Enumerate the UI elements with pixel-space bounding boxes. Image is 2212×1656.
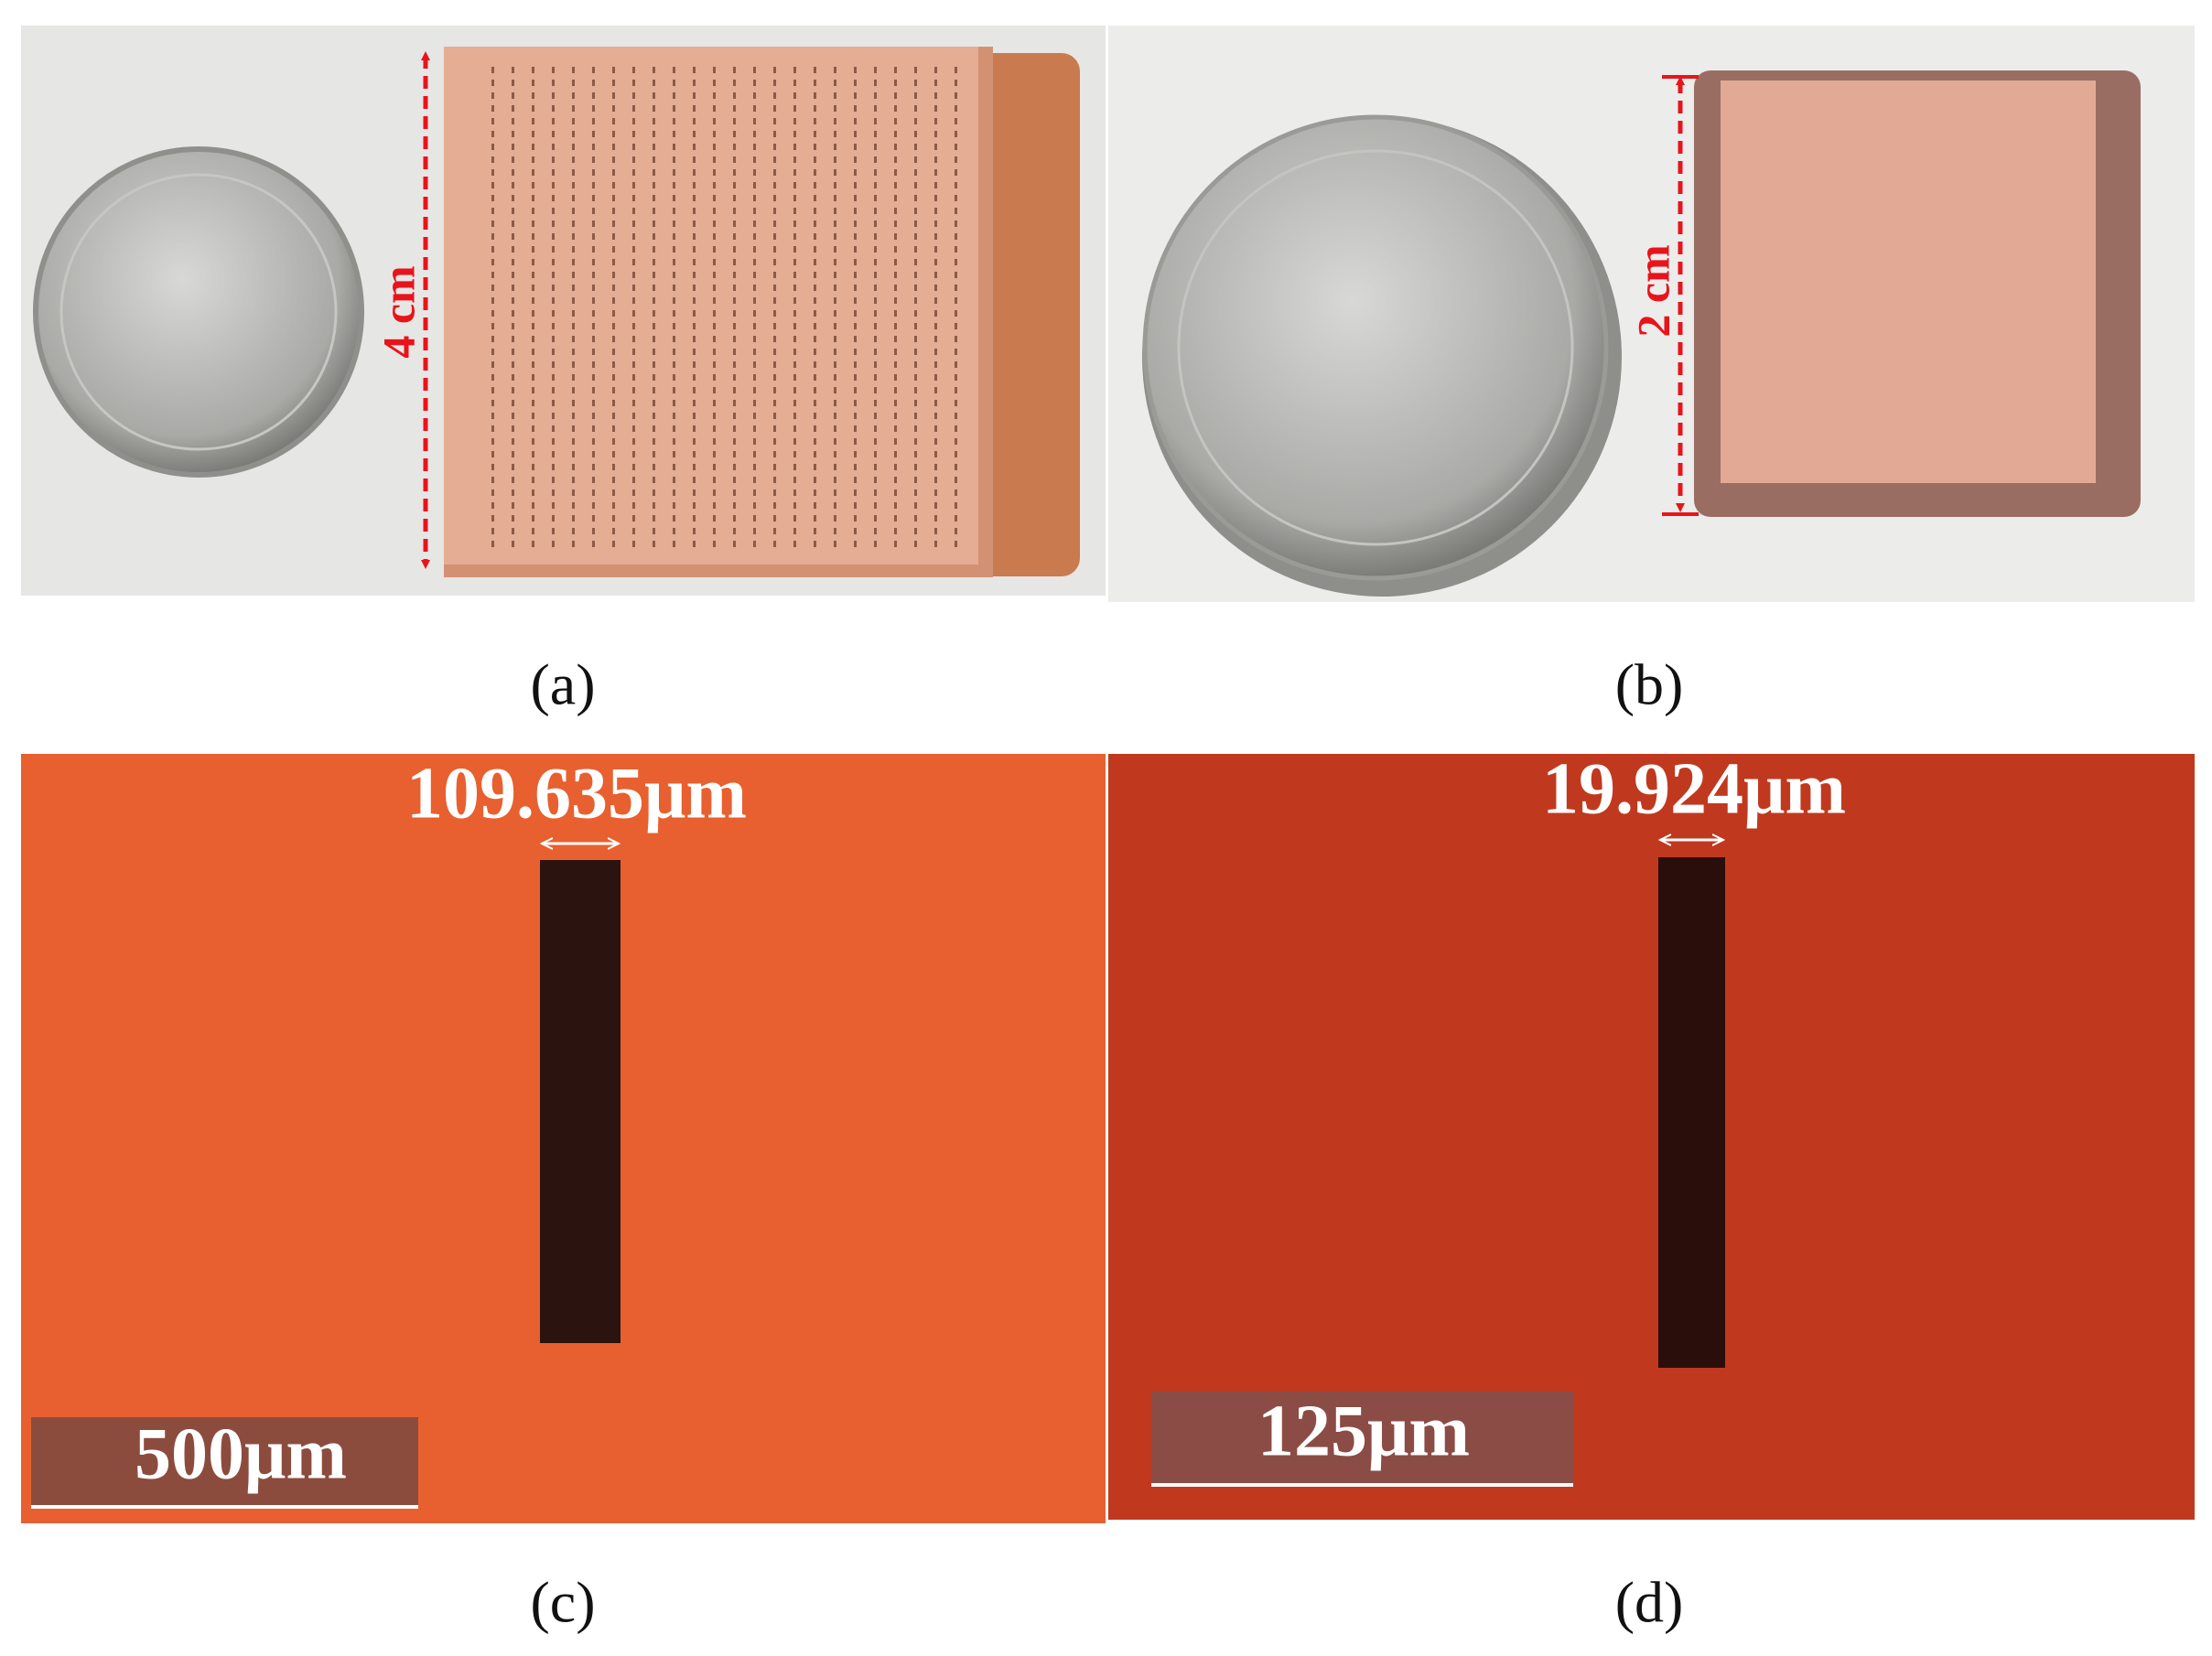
measurement-label: 109.635μm bbox=[406, 753, 747, 833]
measurement-label: 19.924μm bbox=[1542, 748, 1846, 829]
panel-a-photo: 4 cm bbox=[21, 26, 1106, 596]
dimension-label: 4 cm bbox=[372, 265, 424, 358]
panel-label: (c) bbox=[530, 1570, 595, 1635]
dimension-label: 2 cm bbox=[1627, 244, 1678, 337]
panel-b-photo: 2 cm bbox=[1108, 26, 2195, 602]
panel-label: (d) bbox=[1615, 1570, 1684, 1635]
panel-label: (b) bbox=[1615, 652, 1684, 717]
panel-label: (a) bbox=[530, 652, 595, 717]
panel-c-micrograph: 109.635μm 500μm bbox=[21, 753, 1106, 1523]
panel-d-micrograph: 19.924μm 125μm bbox=[1108, 748, 2195, 1520]
scale-bar-label: 500μm bbox=[135, 1414, 347, 1494]
scale-bar-label: 125μm bbox=[1257, 1391, 1470, 1471]
